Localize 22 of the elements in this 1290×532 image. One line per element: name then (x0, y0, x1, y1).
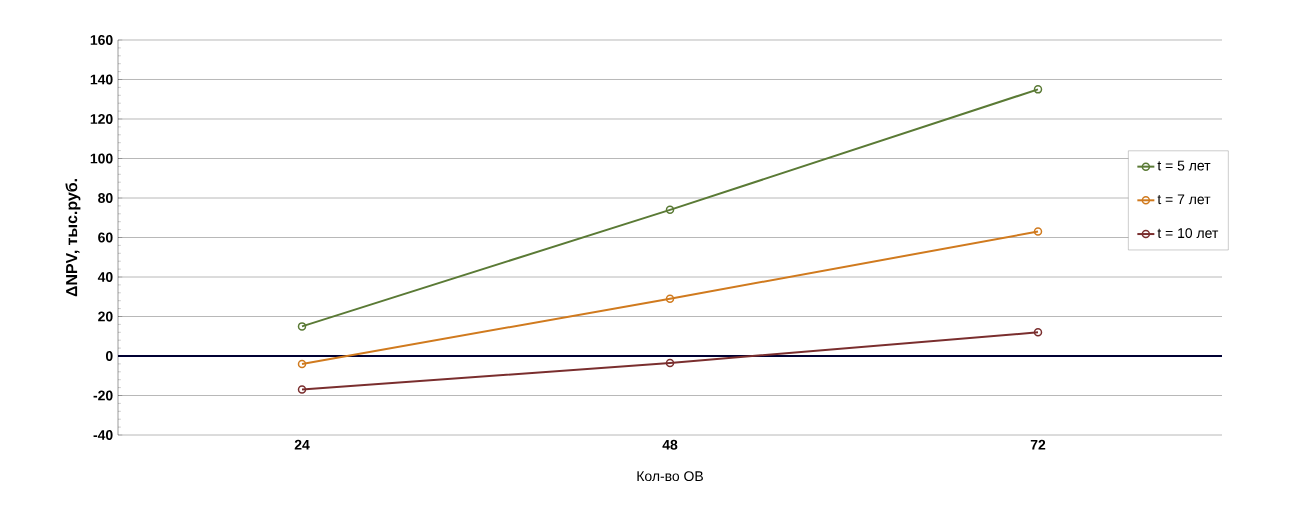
y-tick-label: 140 (90, 74, 113, 85)
y-tick-label: 100 (90, 153, 113, 164)
legend-label: t = 5 лет (1157, 160, 1211, 171)
y-tick-label: -40 (93, 430, 113, 440)
y-tick-label: 80 (98, 193, 113, 203)
y-tick-label: 60 (98, 232, 113, 243)
legend-label: t = 10 лет (1157, 228, 1219, 239)
y-tick-label: 20 (98, 311, 113, 322)
y-axis-title: ΔNPV, тыс.руб. (65, 179, 81, 297)
x-tick-label: 24 (294, 439, 310, 450)
point (665, 358, 675, 368)
x-tick-label: 48 (662, 439, 678, 450)
y-tick-label: -20 (93, 390, 113, 401)
y-tick-label: 0 (105, 351, 113, 361)
legend-label: t = 7 лет (1157, 194, 1211, 205)
y-tick-label: 160 (90, 35, 113, 45)
point (665, 294, 675, 303)
point (665, 205, 675, 215)
x-axis-title: Кол-во ОВ (637, 471, 703, 482)
x-tick-label: 72 (1030, 439, 1046, 450)
y-tick-label: 120 (90, 114, 113, 124)
y-tick-label: 40 (97, 272, 113, 282)
